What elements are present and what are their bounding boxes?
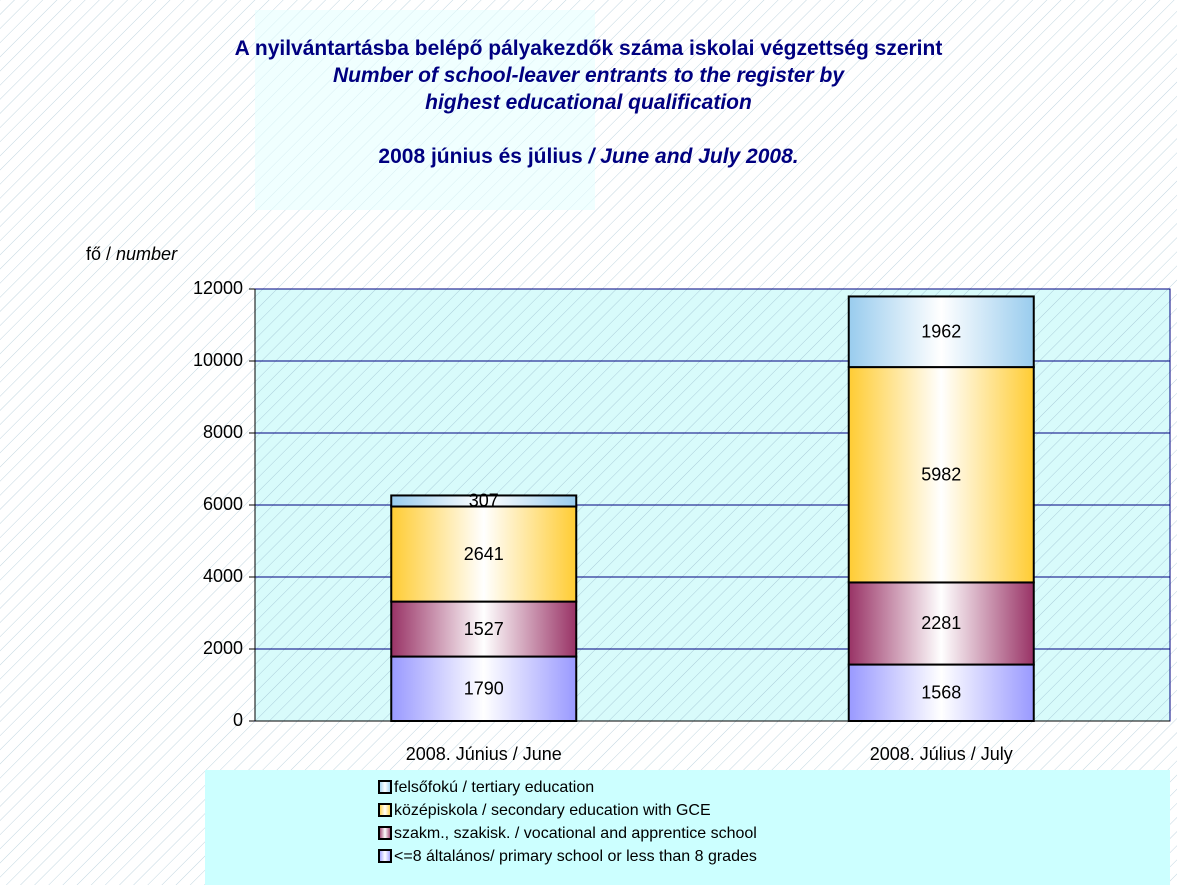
y-tick-label: 12000 <box>193 278 243 298</box>
y-tick-label: 6000 <box>203 494 243 514</box>
bar-segment <box>390 505 578 603</box>
chart-period: 2008 június és július / June and July 20… <box>0 143 1177 170</box>
data-label: 1790 <box>464 679 504 699</box>
period-hu: 2008 június és július <box>378 145 583 168</box>
y-label-en: number <box>116 244 178 264</box>
y-label-hu: fő / <box>86 244 111 264</box>
data-label: 1527 <box>464 619 504 639</box>
bar-segment <box>847 663 1035 722</box>
data-label: 5982 <box>921 465 961 485</box>
x-tick-label: 2008. Június / June <box>406 744 562 764</box>
y-tick-label: 10000 <box>193 350 243 370</box>
legend-swatch <box>378 849 392 863</box>
bar-segment <box>847 581 1035 666</box>
legend-label: középiskola / secondary education with G… <box>394 802 711 819</box>
data-label: 307 <box>469 491 499 511</box>
y-tick-label: 8000 <box>203 422 243 442</box>
data-label: 2281 <box>921 613 961 633</box>
legend-label: szakm., szakisk. / vocational and appren… <box>394 825 757 842</box>
data-label: 1962 <box>921 322 961 342</box>
x-tick-label: 2008. Július / July <box>870 744 1013 764</box>
y-tick-label: 4000 <box>203 566 243 586</box>
bar-segment <box>847 295 1035 369</box>
background-glow <box>255 10 595 210</box>
data-label: 1568 <box>921 683 961 703</box>
bar-segment <box>847 366 1035 584</box>
legend-swatch <box>378 780 392 794</box>
legend-box <box>205 770 1170 885</box>
y-tick-label: 0 <box>233 710 243 730</box>
bar-segment <box>390 494 578 508</box>
y-axis-label: fő / number <box>86 244 178 264</box>
legend-swatch <box>378 803 392 817</box>
data-label: 2641 <box>464 544 504 564</box>
bar-segment <box>390 600 578 658</box>
chart-subtitle: Number of school-leaver entrants to the … <box>332 64 845 114</box>
legend-label: <=8 általános/ primary school or less th… <box>394 848 757 865</box>
period-en: / June and July 2008. <box>588 145 799 168</box>
legend-label: felsőfokú / tertiary education <box>394 779 594 796</box>
chart-title: A nyilvántartásba belépő pályakezdők szá… <box>234 37 943 60</box>
legend-swatch <box>378 826 392 840</box>
y-tick-label: 2000 <box>203 638 243 658</box>
bar-segment <box>390 655 578 722</box>
